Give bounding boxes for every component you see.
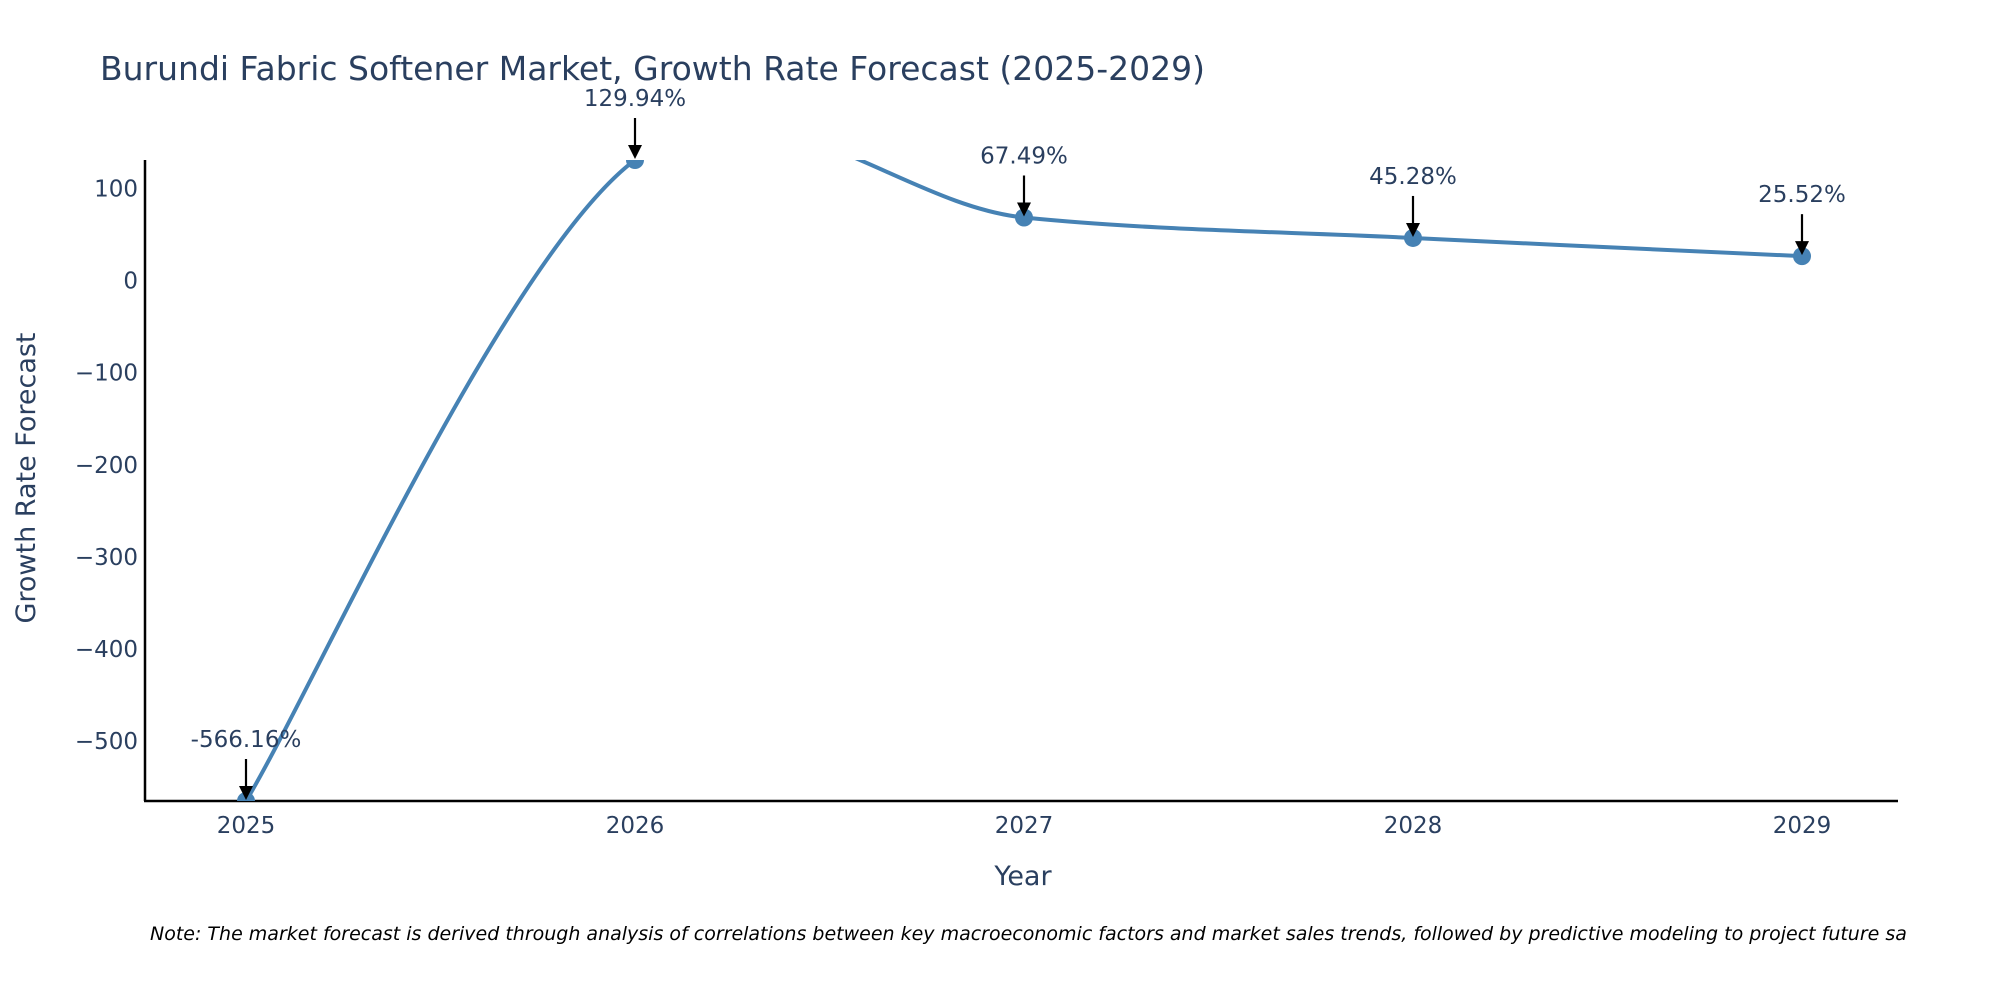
data-label: 129.94% [584, 86, 686, 112]
data-point [1404, 228, 1422, 247]
series-line [244, 160, 1804, 801]
x-tick-label: 2026 [606, 813, 665, 839]
annotation-arrow-head [628, 145, 642, 159]
x-tick-label: 2028 [1384, 813, 1443, 839]
y-axis-ticks: 100 0 −100 −200 −300 −400 −500 [75, 177, 138, 756]
data-point [1793, 247, 1811, 266]
annotation-arrow-head [239, 786, 253, 800]
x-tick-label: 2029 [1773, 813, 1832, 839]
y-tick-label: −300 [75, 545, 138, 571]
annotation-arrow-head [1795, 241, 1809, 256]
annotation-arrow-head [1017, 202, 1031, 217]
data-label: -566.16% [191, 727, 302, 753]
data-label: 67.49% [980, 144, 1068, 170]
annotation-arrow-head [1406, 222, 1420, 237]
y-tick-label: −200 [75, 453, 138, 479]
data-annotations: -566.16% 129.94% 67.49% 45.28% 25.52% [191, 86, 1846, 800]
y-axis-title: Growth Rate Forecast [11, 332, 42, 623]
data-markers [237, 160, 1811, 801]
y-tick-label: −500 [75, 729, 138, 755]
footnote: Note: The market forecast is derived thr… [150, 923, 1907, 945]
x-tick-label: 2025 [217, 813, 276, 839]
chart-title: Burundi Fabric Softener Market, Growth R… [100, 49, 1205, 88]
x-axis-ticks: 2025 2026 2027 2028 2029 [217, 813, 1832, 839]
data-point [626, 160, 644, 169]
data-label: 45.28% [1369, 164, 1457, 190]
y-tick-label: −100 [75, 361, 138, 387]
x-axis-title: Year [993, 861, 1052, 892]
y-tick-label: 0 [123, 269, 138, 295]
data-point [1015, 208, 1033, 227]
data-label: 25.52% [1758, 182, 1846, 208]
y-tick-label: 100 [94, 177, 138, 203]
y-tick-label: −400 [75, 637, 138, 663]
x-tick-label: 2027 [995, 813, 1054, 839]
